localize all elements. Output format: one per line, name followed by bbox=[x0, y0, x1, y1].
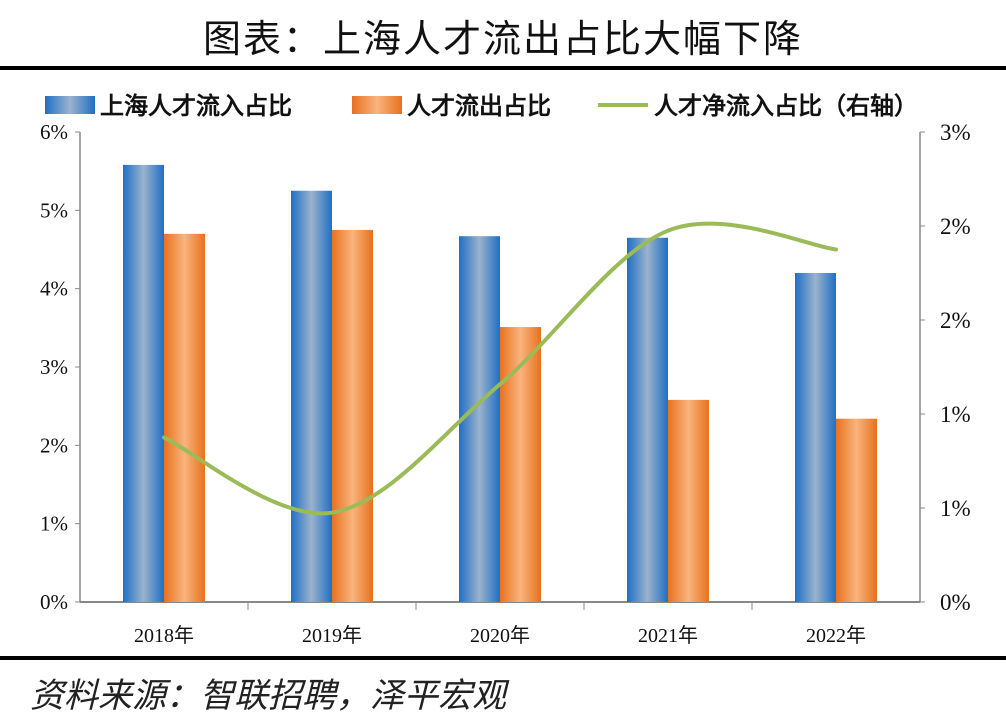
right-tick-label: 3% bbox=[940, 120, 971, 145]
x-tick-label: 2021年 bbox=[638, 624, 698, 647]
bar-inflow bbox=[627, 237, 668, 602]
bar-outflow bbox=[332, 229, 373, 602]
chart-plot: 上海人才流入占比 人才流出占比 人才净流入占比（右轴） 0% 1% 2% 3% 4% 5% 6%… bbox=[40, 92, 971, 647]
left-tick-label: 5% bbox=[40, 198, 68, 222]
left-tick-label: 4% bbox=[40, 277, 68, 301]
x-tick-label: 2018年 bbox=[134, 624, 194, 647]
legend-label: 人才流出占比 bbox=[407, 93, 551, 120]
bar-outflow bbox=[836, 418, 877, 602]
bar-inflow bbox=[123, 164, 164, 602]
left-tick-label: 0% bbox=[40, 590, 68, 614]
bar-inflow bbox=[291, 190, 332, 602]
bar-inflow bbox=[459, 236, 500, 602]
right-tick-label: 2% bbox=[940, 308, 971, 333]
legend: 上海人才流入占比 人才流出占比 人才净流入占比（右轴） bbox=[45, 92, 918, 120]
top-rule bbox=[0, 66, 1006, 70]
legend-swatch bbox=[352, 96, 402, 114]
source-note: 资料来源：智联招聘，泽平宏观 bbox=[30, 676, 506, 716]
left-tick-label: 2% bbox=[40, 433, 68, 457]
left-tick-label: 1% bbox=[40, 512, 68, 536]
x-tick-label: 2020年 bbox=[470, 624, 530, 647]
bar-outflow bbox=[668, 399, 709, 602]
bottom-rule bbox=[0, 656, 1006, 660]
right-tick-label: 0% bbox=[940, 590, 971, 615]
x-tick-label: 2022年 bbox=[806, 624, 866, 647]
chart-title: 图表：上海人才流出占比大幅下降 bbox=[202, 17, 803, 61]
right-tick-label: 1% bbox=[940, 496, 971, 521]
right-tick-label: 2% bbox=[940, 214, 971, 239]
right-tick-label: 1% bbox=[940, 402, 971, 427]
bar-outflow bbox=[500, 327, 541, 602]
bar-outflow bbox=[164, 233, 205, 603]
legend-label: 人才净流入占比（右轴） bbox=[654, 92, 918, 120]
legend-swatch bbox=[45, 96, 95, 114]
bar-inflow bbox=[795, 273, 836, 602]
legend-label: 上海人才流入占比 bbox=[100, 92, 292, 120]
x-tick-label: 2019年 bbox=[302, 624, 362, 647]
left-tick-label: 6% bbox=[40, 120, 68, 144]
left-tick-label: 3% bbox=[40, 355, 68, 379]
